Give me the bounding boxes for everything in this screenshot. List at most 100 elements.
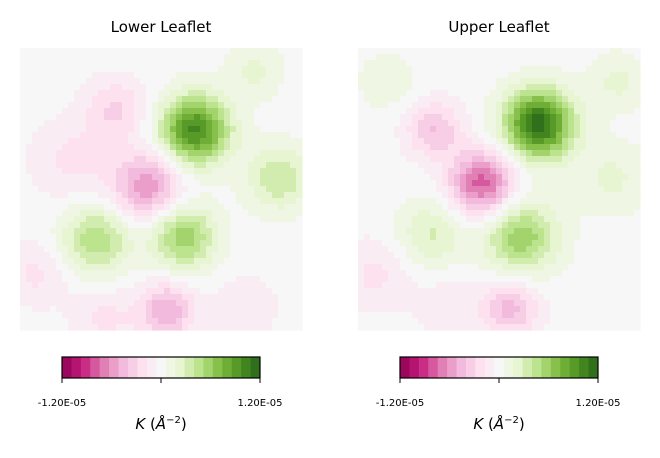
heatmap-cell [502,276,509,283]
heatmap-cell [406,90,413,97]
heatmap-cell [134,132,141,139]
heatmap-cell [604,198,611,205]
heatmap-cell [38,216,45,223]
panel-lower-leaflet: Lower Leaflet -1.20E-05 1.20E-05 K (Å−2) [20,18,303,433]
heatmap-cell [32,288,39,295]
heatmap-cell [92,324,99,331]
colorbar-segment [447,357,457,378]
heatmap-cell [442,306,449,313]
heatmap-cell [616,252,623,259]
heatmap-cell [544,138,551,145]
heatmap-cell [50,288,57,295]
heatmap-lower-leaflet [20,48,303,331]
heatmap-cell [50,264,57,271]
heatmap-cell [574,102,581,109]
heatmap-cell [460,78,467,85]
heatmap-cell [38,264,45,271]
heatmap-cell [376,78,383,85]
heatmap-cell [152,156,159,163]
heatmap-cell [580,234,587,241]
heatmap-cell [158,60,165,67]
heatmap-cell [140,180,147,187]
heatmap-cell [598,204,605,211]
heatmap-cell [86,132,93,139]
heatmap-cell [496,288,503,295]
heatmap-cell [290,96,297,103]
heatmap-cell [44,306,51,313]
heatmap-cell [164,264,171,271]
heatmap-cell [580,252,587,259]
heatmap-cell [134,84,141,91]
heatmap-cell [442,186,449,193]
heatmap-cell [532,246,539,253]
heatmap-cell [200,60,207,67]
colorbar-segment [222,357,233,378]
heatmap-cell [370,228,377,235]
heatmap-cell [74,72,81,79]
heatmap-cell [32,192,39,199]
heatmap-cell [68,276,75,283]
heatmap-cell [382,264,389,271]
heatmap-cell [128,252,135,259]
colorbar-segment [588,357,599,378]
heatmap-cell [164,282,171,289]
heatmap-cell [98,270,105,277]
heatmap-cell [472,270,479,277]
heatmap-cell [424,240,431,247]
heatmap-cell [86,138,93,145]
heatmap-cell [266,126,273,133]
heatmap-cell [170,150,177,157]
heatmap-cell [248,114,255,121]
heatmap-cell [110,48,117,55]
heatmap-cell [550,276,557,283]
heatmap-cell [490,222,497,229]
heatmap-cell [532,144,539,151]
heatmap-cell [610,120,617,127]
heatmap-cell [370,114,377,121]
heatmap-cell [628,312,635,319]
heatmap-cell [388,324,395,331]
heatmap-cell [272,102,279,109]
heatmap-cell [164,300,171,307]
heatmap-cell [26,72,33,79]
heatmap-cell [634,306,641,313]
heatmap-cell [206,186,213,193]
heatmap-cell [80,84,87,91]
heatmap-cell [400,222,407,229]
heatmap-cell [284,186,291,193]
heatmap-cell [610,156,617,163]
heatmap-cell [38,270,45,277]
heatmap-cell [254,174,261,181]
heatmap-cell [382,318,389,325]
heatmap-cell [242,222,249,229]
heatmap-cell [68,48,75,55]
heatmap-cell [370,90,377,97]
heatmap-cell [188,144,195,151]
heatmap-cell [266,66,273,73]
heatmap-cell [140,282,147,289]
heatmap-cell [218,222,225,229]
heatmap-cell [296,192,303,199]
heatmap-cell [418,270,425,277]
heatmap-cell [490,156,497,163]
heatmap-cell [86,180,93,187]
heatmap-cell [152,198,159,205]
heatmap-cell [140,186,147,193]
heatmap-cell [134,306,141,313]
heatmap-cell [586,264,593,271]
heatmap-cell [568,306,575,313]
heatmap-cell [592,180,599,187]
heatmap-cell [290,264,297,271]
heatmap-cell [478,90,485,97]
heatmap-cell [86,156,93,163]
heatmap-cell [406,282,413,289]
heatmap-cell [152,90,159,97]
heatmap-cell [212,180,219,187]
heatmap-cell [98,84,105,91]
heatmap-cell [454,222,461,229]
heatmap-cell [496,48,503,55]
heatmap-cell [568,198,575,205]
heatmap-cell [418,120,425,127]
heatmap-cell [68,54,75,61]
colorbar-tick-label-min: -1.20E-05 [376,398,425,409]
